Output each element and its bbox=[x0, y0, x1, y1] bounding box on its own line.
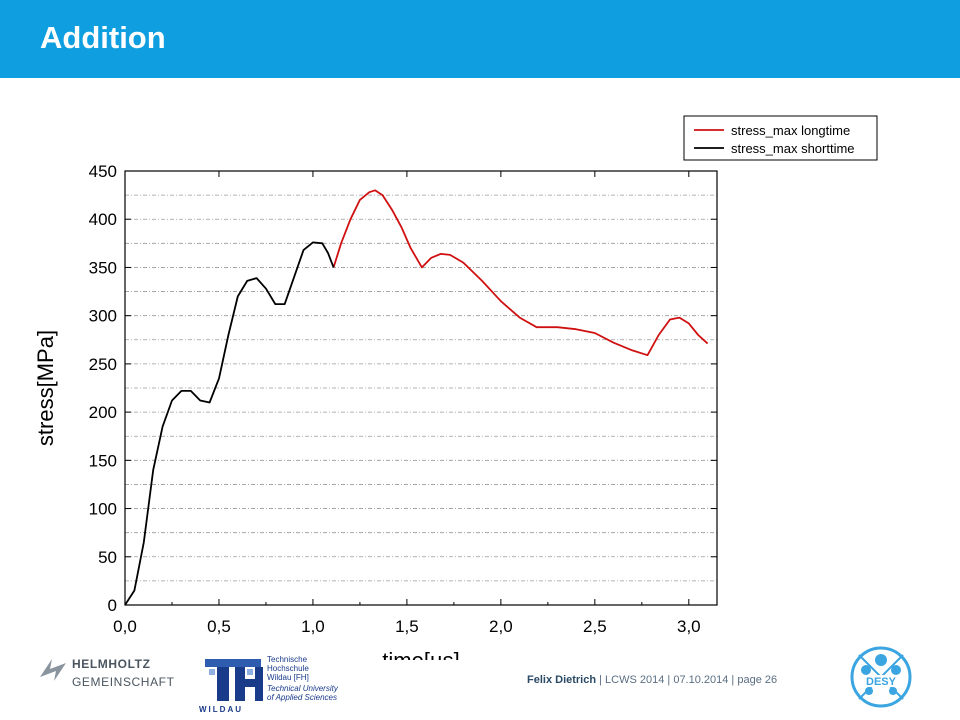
footer-details: | LCWS 2014 | 07.10.2014 | page 26 bbox=[596, 674, 778, 686]
y-axis-label: stress[MPa] bbox=[33, 330, 58, 446]
slide-title: Addition bbox=[40, 20, 166, 55]
desy-logo: DESY bbox=[849, 645, 913, 709]
th-wildau-label: WILDAU bbox=[199, 705, 243, 714]
series-line-longtime bbox=[332, 189, 709, 357]
helmholtz-logo: HELMHOLTZ GEMEINSCHAFT bbox=[36, 653, 186, 703]
plot-frame bbox=[124, 170, 718, 606]
y-tick-label: 350 bbox=[89, 258, 117, 277]
x-tick-label: 1,0 bbox=[301, 617, 325, 636]
x-tick-label: 0,0 bbox=[113, 617, 137, 636]
y-tick-label: 0 bbox=[108, 596, 117, 615]
helmholtz-line2: GEMEINSCHAFT bbox=[72, 675, 175, 689]
legend-label: stress_max longtime bbox=[731, 123, 850, 138]
x-tick-label: 2,5 bbox=[583, 617, 607, 636]
footer-author: Felix Dietrich bbox=[527, 674, 597, 686]
th-text-english: Technical University of Applied Sciences bbox=[267, 684, 338, 702]
y-tick-label: 200 bbox=[89, 403, 117, 422]
title-bar: Addition bbox=[0, 0, 960, 78]
y-tick-label: 50 bbox=[98, 548, 117, 567]
x-tick-label: 1,5 bbox=[395, 617, 419, 636]
y-tick-label: 250 bbox=[89, 355, 117, 374]
th-text-german: Technische Hochschule Wildau [FH] bbox=[267, 655, 309, 682]
y-tick-label: 300 bbox=[89, 307, 117, 326]
legend-box bbox=[683, 115, 878, 161]
stress-time-chart: 0 50 100 150 200 250 300 350 400 450 0,0 0,5 1,0 1,5 2… bbox=[33, 115, 878, 660]
helmholtz-mark-icon bbox=[40, 659, 66, 681]
x-tick-label: 3,0 bbox=[677, 617, 701, 636]
y-tick-label: 400 bbox=[89, 210, 117, 229]
x-tick-label: 2,0 bbox=[489, 617, 513, 636]
x-axis-label: time[µs] bbox=[382, 648, 459, 660]
helmholtz-line1: HELMHOLTZ bbox=[72, 657, 151, 671]
y-tick-label: 100 bbox=[89, 500, 117, 519]
desy-label: DESY bbox=[866, 676, 896, 688]
th-wildau-logo: Technische Hochschule Wildau [FH] Techni… bbox=[195, 655, 375, 715]
desy-emblem-icon bbox=[850, 646, 912, 708]
footer-info: Felix Dietrich | LCWS 2014 | 07.10.2014 … bbox=[527, 674, 777, 686]
th-mark-icon bbox=[205, 659, 263, 701]
legend-label: stress_max shorttime bbox=[731, 141, 855, 156]
y-tick-label: 150 bbox=[89, 451, 117, 470]
y-tick-label: 450 bbox=[89, 162, 117, 181]
x-tick-label: 0,5 bbox=[207, 617, 231, 636]
series-line-shorttime bbox=[124, 241, 335, 606]
